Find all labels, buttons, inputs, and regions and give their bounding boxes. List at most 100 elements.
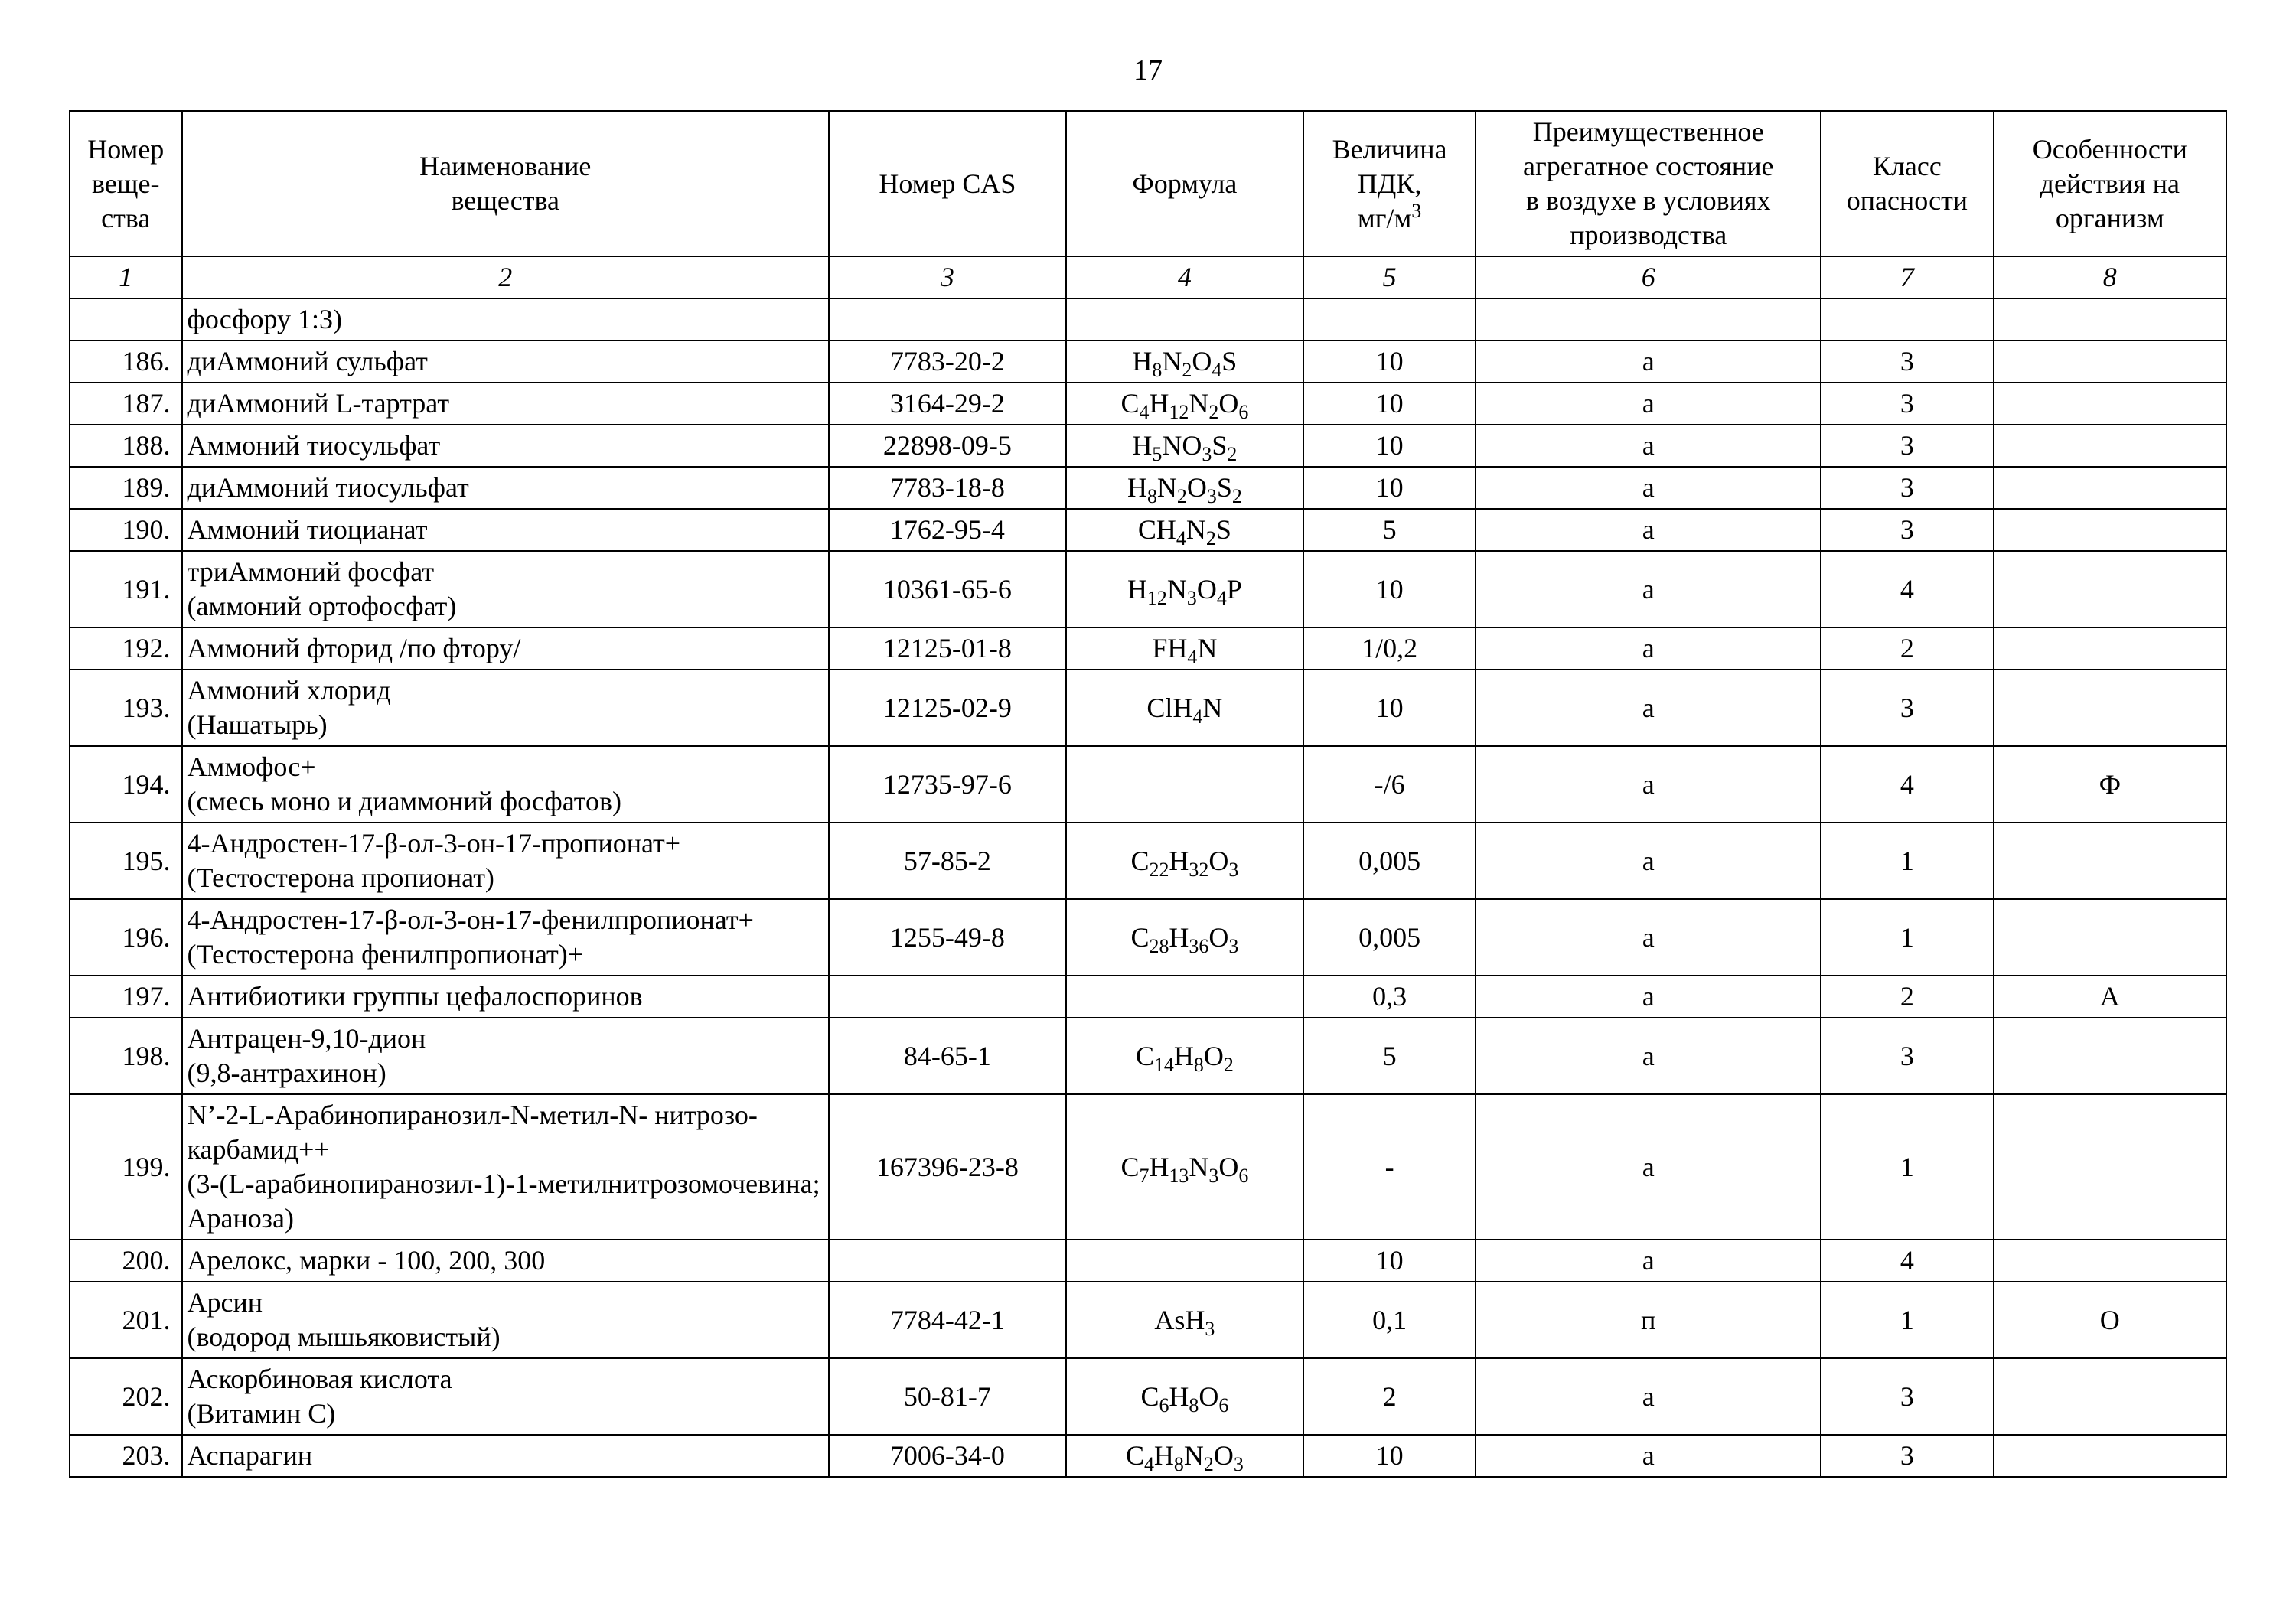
cell-formula: ClH4N xyxy=(1066,670,1303,746)
cell-state: а xyxy=(1476,1358,1821,1435)
cell-effect xyxy=(1994,1094,2226,1240)
cell-num: 200. xyxy=(70,1240,182,1282)
page: 1 7 Номервеще-ства Наименованиевещества Н… xyxy=(0,0,2296,1623)
cell-pdk xyxy=(1303,298,1476,341)
cell-state: а xyxy=(1476,509,1821,551)
cell-pdk: 10 xyxy=(1303,551,1476,627)
col-header-effect: Особенностидействия наорганизм xyxy=(1994,111,2226,256)
cell-num xyxy=(70,298,182,341)
cell-num: 187. xyxy=(70,383,182,425)
cell-num: 195. xyxy=(70,823,182,899)
cell-state: п xyxy=(1476,1282,1821,1358)
cell-formula: C22H32O3 xyxy=(1066,823,1303,899)
table-row: 186.диАммоний сульфат7783-20-2H8N2O4S10а… xyxy=(70,341,2226,383)
col-header-cas: Номер CAS xyxy=(829,111,1066,256)
cell-num: 203. xyxy=(70,1435,182,1477)
cell-pdk: 1/0,2 xyxy=(1303,627,1476,670)
col-header-class: Классопасности xyxy=(1821,111,1993,256)
table-body: фосфору 1:3)186.диАммоний сульфат7783-20… xyxy=(70,298,2226,1477)
cell-cas: 12735-97-6 xyxy=(829,746,1066,823)
cell-pdk: 5 xyxy=(1303,1018,1476,1094)
table-row: 200.Арелокс, марки - 100, 200, 30010а4 xyxy=(70,1240,2226,1282)
cell-cas xyxy=(829,976,1066,1018)
cell-num: 197. xyxy=(70,976,182,1018)
col-header-name: Наименованиевещества xyxy=(182,111,829,256)
colnum-1: 1 xyxy=(70,256,182,298)
table-row: 190.Аммоний тиоцианат1762-95-4CH4N2S5а3 xyxy=(70,509,2226,551)
cell-effect: Ф xyxy=(1994,746,2226,823)
cell-formula xyxy=(1066,746,1303,823)
cell-pdk: -/6 xyxy=(1303,746,1476,823)
cell-effect: А xyxy=(1994,976,2226,1018)
cell-num: 201. xyxy=(70,1282,182,1358)
cell-name: 4-Андростен-17-β-ол-3-он-17-фенилпропион… xyxy=(182,899,829,976)
cell-num: 194. xyxy=(70,746,182,823)
table-row: 194.Аммофос+(смесь моно и диаммоний фосф… xyxy=(70,746,2226,823)
cell-formula xyxy=(1066,976,1303,1018)
table-row: 198.Антрацен-9,10-дион(9,8-антрахинон)84… xyxy=(70,1018,2226,1094)
cell-class: 1 xyxy=(1821,1282,1993,1358)
cell-state: а xyxy=(1476,383,1821,425)
cell-state: а xyxy=(1476,1240,1821,1282)
cell-state: а xyxy=(1476,1018,1821,1094)
cell-class: 3 xyxy=(1821,341,1993,383)
table-row: 201.Арсин(водород мышьяковистый)7784-42-… xyxy=(70,1282,2226,1358)
cell-num: 188. xyxy=(70,425,182,467)
cell-class: 3 xyxy=(1821,425,1993,467)
cell-pdk: 0,005 xyxy=(1303,823,1476,899)
cell-class: 3 xyxy=(1821,670,1993,746)
cell-class: 3 xyxy=(1821,467,1993,509)
cell-formula: CH4N2S xyxy=(1066,509,1303,551)
cell-cas: 1255-49-8 xyxy=(829,899,1066,976)
colnum-7: 7 xyxy=(1821,256,1993,298)
cell-name: диАммоний тиосульфат xyxy=(182,467,829,509)
cell-name: Аскорбиновая кислота(Витамин С) xyxy=(182,1358,829,1435)
cell-class: 2 xyxy=(1821,976,1993,1018)
cell-cas: 1762-95-4 xyxy=(829,509,1066,551)
cell-state: а xyxy=(1476,467,1821,509)
table-head: Номервеще-ства Наименованиевещества Номе… xyxy=(70,111,2226,298)
cell-pdk: 10 xyxy=(1303,425,1476,467)
cell-num: 198. xyxy=(70,1018,182,1094)
cell-effect xyxy=(1994,425,2226,467)
cell-effect xyxy=(1994,341,2226,383)
cell-name: 4-Андростен-17-β-ол-3-он-17-пропионат+(Т… xyxy=(182,823,829,899)
cell-effect xyxy=(1994,1435,2226,1477)
cell-num: 191. xyxy=(70,551,182,627)
table-row: 187.диАммоний L-тартрат3164-29-2C4H12N2O… xyxy=(70,383,2226,425)
cell-formula: C6H8O6 xyxy=(1066,1358,1303,1435)
cell-formula: FH4N xyxy=(1066,627,1303,670)
cell-state: а xyxy=(1476,341,1821,383)
cell-state: а xyxy=(1476,627,1821,670)
colnum-2: 2 xyxy=(182,256,829,298)
cell-num: 196. xyxy=(70,899,182,976)
cell-class: 3 xyxy=(1821,1358,1993,1435)
cell-formula xyxy=(1066,1240,1303,1282)
cell-effect xyxy=(1994,467,2226,509)
cell-class: 3 xyxy=(1821,1018,1993,1094)
cell-formula: AsH3 xyxy=(1066,1282,1303,1358)
cell-effect xyxy=(1994,1240,2226,1282)
cell-pdk: 10 xyxy=(1303,1240,1476,1282)
cell-pdk: 2 xyxy=(1303,1358,1476,1435)
cell-cas: 10361-65-6 xyxy=(829,551,1066,627)
cell-name: диАммоний L-тартрат xyxy=(182,383,829,425)
cell-cas: 12125-01-8 xyxy=(829,627,1066,670)
cell-state xyxy=(1476,298,1821,341)
colnum-6: 6 xyxy=(1476,256,1821,298)
table-row: 192.Аммоний фторид /по фтору/12125-01-8F… xyxy=(70,627,2226,670)
cell-name: фосфору 1:3) xyxy=(182,298,829,341)
cell-formula: C4H12N2O6 xyxy=(1066,383,1303,425)
cell-state: а xyxy=(1476,899,1821,976)
cell-formula xyxy=(1066,298,1303,341)
col-header-state: Преимущественноеагрегатное состояниев во… xyxy=(1476,111,1821,256)
cell-name: Аммоний тиосульфат xyxy=(182,425,829,467)
cell-cas: 84-65-1 xyxy=(829,1018,1066,1094)
cell-state: а xyxy=(1476,425,1821,467)
cell-class: 4 xyxy=(1821,1240,1993,1282)
cell-pdk: 0,005 xyxy=(1303,899,1476,976)
cell-class: 3 xyxy=(1821,1435,1993,1477)
colnum-3: 3 xyxy=(829,256,1066,298)
cell-class: 1 xyxy=(1821,823,1993,899)
cell-effect xyxy=(1994,298,2226,341)
